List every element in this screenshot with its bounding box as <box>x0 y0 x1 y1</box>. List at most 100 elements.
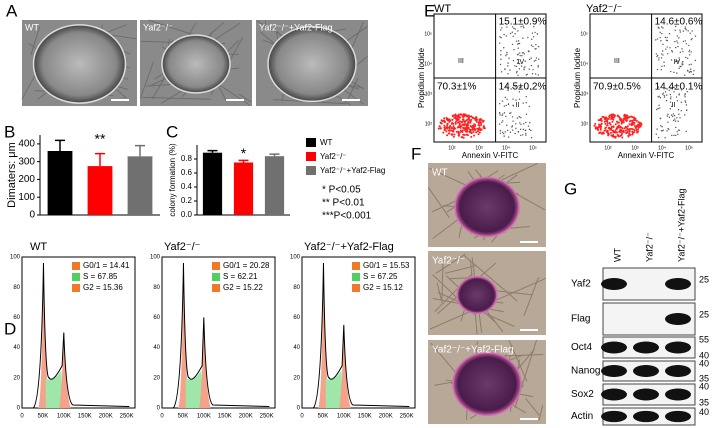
dot <box>530 129 532 132</box>
legend-swatch <box>306 138 316 147</box>
dot <box>523 53 526 55</box>
dot <box>684 96 686 98</box>
dot <box>511 126 513 128</box>
dot <box>526 87 529 90</box>
dot <box>625 116 628 119</box>
x-tick-label: 200K <box>99 414 113 420</box>
dot <box>505 104 507 107</box>
x-tick-label: 200K <box>239 414 253 420</box>
dot <box>633 121 636 124</box>
dot <box>665 94 668 96</box>
mw-marker: 25 <box>699 309 709 319</box>
x-axis-label: Annexin V-FITC <box>462 151 519 160</box>
g2-area <box>59 332 71 408</box>
dot <box>672 113 675 115</box>
scale-bar <box>520 329 538 331</box>
dot <box>688 51 690 53</box>
dot <box>508 57 510 59</box>
dot <box>500 58 502 60</box>
dot <box>470 132 473 135</box>
dot <box>681 62 683 64</box>
dot <box>606 121 609 124</box>
dot <box>498 103 501 105</box>
x-tick-label: 150K <box>358 414 372 420</box>
dot <box>663 61 665 63</box>
y-axis-label: Propidium Iodide <box>417 47 426 108</box>
dot <box>445 130 448 133</box>
dot <box>478 124 481 127</box>
dot <box>505 85 507 88</box>
y-tick-label: 0 <box>17 406 21 412</box>
plot-title: WT <box>434 3 451 15</box>
dot <box>670 59 673 61</box>
dot <box>657 26 659 28</box>
plot-title: Yaf2⁻/⁻ <box>164 241 201 253</box>
dot <box>528 58 531 61</box>
dot <box>519 87 521 89</box>
dot <box>524 66 526 68</box>
dot <box>478 131 481 134</box>
dot <box>633 125 636 128</box>
x-tick-label: 250K <box>120 414 134 420</box>
caption: WT <box>25 22 39 32</box>
dot <box>635 128 638 131</box>
y-tick-label: 10³ <box>581 91 589 97</box>
dot <box>498 123 501 125</box>
error-bar <box>135 144 145 157</box>
dot <box>688 49 691 52</box>
dot <box>499 114 501 116</box>
dot <box>672 119 675 122</box>
mw-marker: 25 <box>699 274 709 284</box>
dot <box>514 28 517 30</box>
dot <box>458 125 461 128</box>
dot <box>476 127 479 130</box>
dot <box>470 135 473 138</box>
x-tick-label: 10⁴ <box>658 145 666 151</box>
dot <box>687 57 689 60</box>
dot <box>448 127 451 130</box>
dot <box>507 103 510 105</box>
band <box>665 278 691 290</box>
dot <box>453 133 456 136</box>
legend-label: WT <box>320 138 333 147</box>
dot <box>521 52 524 54</box>
dot <box>667 121 669 123</box>
dot <box>443 124 446 127</box>
dot <box>685 130 687 133</box>
dot <box>661 53 663 55</box>
dot <box>637 121 640 124</box>
y-tick-label: 0.0 <box>181 210 193 219</box>
dot <box>662 43 664 46</box>
texture <box>525 397 540 416</box>
band <box>601 365 627 377</box>
dot <box>472 125 475 128</box>
dot <box>506 26 508 28</box>
dot <box>639 124 642 127</box>
y-axis-label: colony formation (%) <box>168 143 177 217</box>
y-tick-label: 10² <box>581 121 589 127</box>
dot <box>451 118 454 121</box>
dot <box>505 55 507 57</box>
bar <box>202 152 223 215</box>
dot <box>516 70 518 73</box>
dot <box>533 60 536 62</box>
dot <box>530 44 533 46</box>
dot <box>667 128 669 130</box>
bar <box>233 162 254 215</box>
bar <box>87 166 113 215</box>
dot <box>522 27 525 29</box>
dot <box>677 133 679 136</box>
dot <box>620 122 623 125</box>
dot <box>674 46 677 49</box>
dot <box>499 36 501 38</box>
g1-area <box>177 263 190 408</box>
dot <box>501 100 504 102</box>
dot <box>663 96 666 98</box>
histogram-curve <box>32 263 130 409</box>
dot <box>512 59 515 62</box>
dot <box>520 86 522 88</box>
dot <box>537 58 540 60</box>
dot <box>659 117 662 120</box>
dot <box>689 54 691 56</box>
dot <box>459 120 462 123</box>
